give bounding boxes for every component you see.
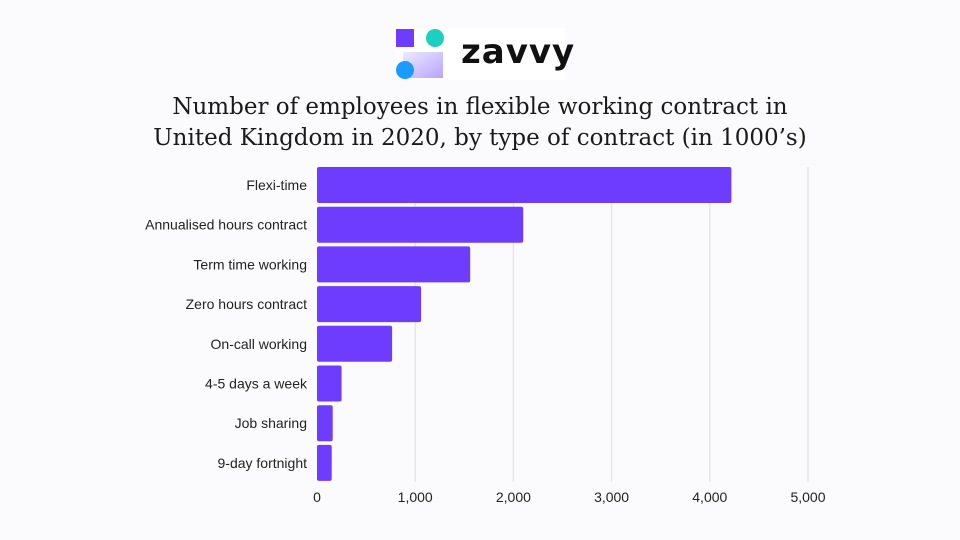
zavvy-logo: zavvy <box>395 28 574 80</box>
title-line-2: United Kingdom in 2020, by type of contr… <box>153 125 807 151</box>
bar <box>317 365 342 402</box>
logo-mark-icon <box>396 29 444 79</box>
bar <box>317 325 393 362</box>
title-line-1: Number of employees in flexible working … <box>172 94 788 120</box>
chart-title: Number of employees in flexible working … <box>0 92 960 154</box>
category-label: Term time working <box>193 256 307 272</box>
bar <box>317 246 471 283</box>
bar <box>317 206 524 243</box>
x-tick-label: 0 <box>313 489 321 505</box>
x-tick-label: 5,000 <box>790 489 825 505</box>
logo-text: zavvy <box>461 32 576 72</box>
x-tick-label: 2,000 <box>496 489 531 505</box>
category-label: Flexi-time <box>246 177 307 193</box>
category-label: Job sharing <box>235 415 307 431</box>
bar <box>317 444 332 481</box>
x-tick-label: 4,000 <box>692 489 727 505</box>
x-tick-label: 3,000 <box>594 489 629 505</box>
bar <box>317 286 422 323</box>
category-label: 4-5 days a week <box>205 376 308 392</box>
category-label: Annualised hours contract <box>145 217 307 233</box>
x-tick-label: 1,000 <box>398 489 433 505</box>
bar <box>317 167 732 203</box>
bar <box>317 405 333 442</box>
category-label: 9-day fortnight <box>218 455 308 471</box>
category-label: Zero hours contract <box>186 296 307 312</box>
category-label: On-call working <box>211 336 307 352</box>
